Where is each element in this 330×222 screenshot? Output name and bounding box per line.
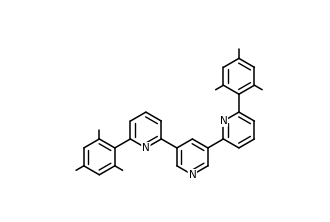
Text: N: N — [142, 143, 150, 153]
Text: N: N — [219, 116, 227, 126]
Text: N: N — [188, 170, 196, 180]
